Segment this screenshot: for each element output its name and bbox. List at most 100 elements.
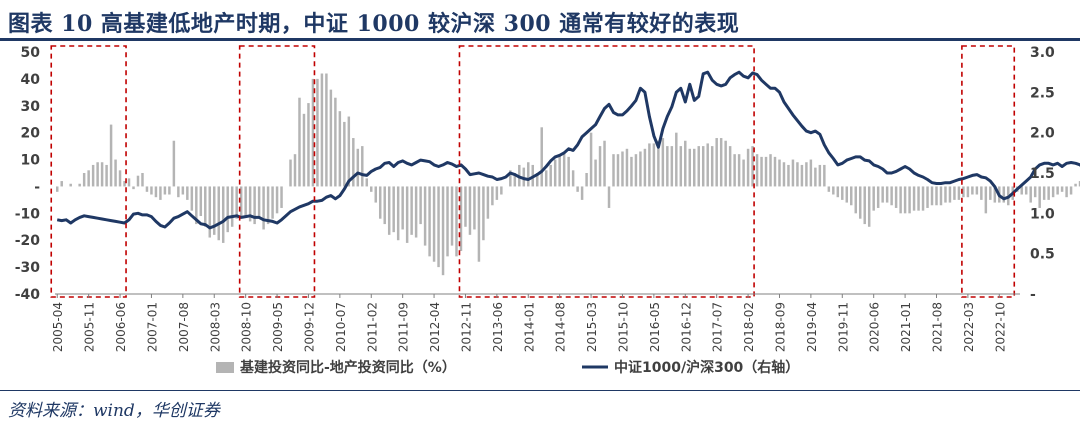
bar: [177, 186, 180, 198]
x-tick-label: 2009-05: [271, 302, 285, 352]
bar: [311, 78, 315, 187]
bar: [293, 154, 297, 187]
x-tick-label: 2019-04: [805, 302, 819, 352]
bar: [1056, 186, 1059, 195]
bar: [82, 173, 86, 187]
bar: [867, 186, 871, 227]
bar: [491, 186, 494, 206]
bar: [764, 156, 768, 187]
bar: [724, 140, 727, 187]
bar: [509, 170, 512, 187]
bar: [195, 186, 198, 225]
left-tick-label: -10: [15, 206, 41, 222]
bar: [1060, 186, 1064, 192]
bar-series: [56, 73, 1080, 276]
legend: 基建投资同比-地产投资同比（%） 中证1000/沪深300（右轴）: [216, 359, 799, 376]
bar: [697, 146, 700, 187]
bar: [549, 164, 552, 187]
bar: [971, 186, 974, 195]
bar: [688, 148, 692, 187]
bar: [190, 186, 194, 211]
bar: [1047, 186, 1050, 200]
bar: [598, 146, 602, 187]
bar: [710, 146, 714, 187]
bar: [769, 154, 772, 187]
bar: [87, 170, 90, 187]
bar: [630, 156, 633, 187]
left-tick-label: 10: [21, 153, 41, 169]
bar: [939, 186, 943, 206]
left-tick-label: 40: [21, 72, 41, 88]
bar: [684, 140, 687, 187]
x-tick-label: 2021-08: [930, 302, 944, 352]
bar: [666, 146, 669, 187]
bar: [1065, 186, 1068, 198]
bar: [930, 186, 934, 206]
bar: [1029, 186, 1032, 203]
bar: [854, 186, 857, 214]
bar: [428, 186, 431, 257]
x-tick-label: 2008-10: [240, 302, 254, 352]
bar: [594, 159, 597, 187]
bar: [410, 186, 413, 235]
bar: [607, 186, 611, 208]
bar: [706, 143, 709, 187]
bar: [544, 170, 548, 187]
bar: [818, 164, 822, 187]
bar: [975, 186, 979, 195]
bar: [894, 186, 898, 208]
bar: [841, 186, 844, 200]
bar: [679, 146, 683, 187]
bar: [1002, 186, 1006, 203]
bar: [562, 151, 566, 187]
bar: [352, 138, 355, 187]
x-tick-label: 2009-12: [302, 302, 316, 352]
source-divider: [0, 390, 1080, 391]
bar: [473, 186, 476, 230]
highlight-box: [458, 45, 755, 298]
bar: [908, 186, 911, 214]
legend-bar-label: 基建投资同比-地产投资同比（%）: [240, 359, 456, 376]
bar: [334, 97, 337, 187]
x-tick-label: 2005-11: [83, 302, 97, 352]
bar: [221, 186, 225, 243]
bar: [204, 186, 207, 227]
x-tick-label: 2020-06: [868, 302, 882, 352]
bar: [298, 97, 301, 187]
bar: [289, 159, 292, 187]
bar: [123, 181, 126, 187]
x-tick-label: 2017-07: [711, 302, 725, 352]
bar: [728, 146, 732, 187]
bar: [881, 186, 884, 203]
bar: [953, 186, 956, 200]
bar: [639, 151, 642, 187]
bar: [405, 186, 409, 243]
bar: [271, 186, 274, 219]
bar: [926, 186, 929, 208]
bar: [396, 186, 400, 241]
bar: [136, 175, 140, 187]
bar: [980, 186, 983, 200]
bar: [109, 124, 113, 187]
bar: [576, 186, 579, 192]
x-tick-label: 2021-01: [899, 302, 913, 352]
bar: [643, 148, 647, 187]
bar: [172, 140, 176, 187]
bar: [782, 162, 786, 187]
bar: [257, 186, 261, 219]
bar: [437, 186, 440, 268]
bar: [742, 159, 745, 187]
title-area: 图表 10 高基建低地产时期，中证 1000 较沪深 300 通常有较好的表现: [0, 0, 1080, 41]
legend-line-label: 中证1000/沪深300（右轴）: [614, 359, 799, 376]
bar: [423, 186, 427, 246]
bar: [805, 162, 808, 187]
bar: [356, 148, 360, 187]
bar: [540, 127, 543, 187]
bar: [325, 73, 328, 187]
bar: [1074, 183, 1077, 187]
bar: [500, 186, 503, 195]
bar: [935, 186, 938, 206]
bar: [419, 186, 422, 225]
left-tick-label: -: [34, 179, 40, 195]
bar: [132, 186, 135, 190]
